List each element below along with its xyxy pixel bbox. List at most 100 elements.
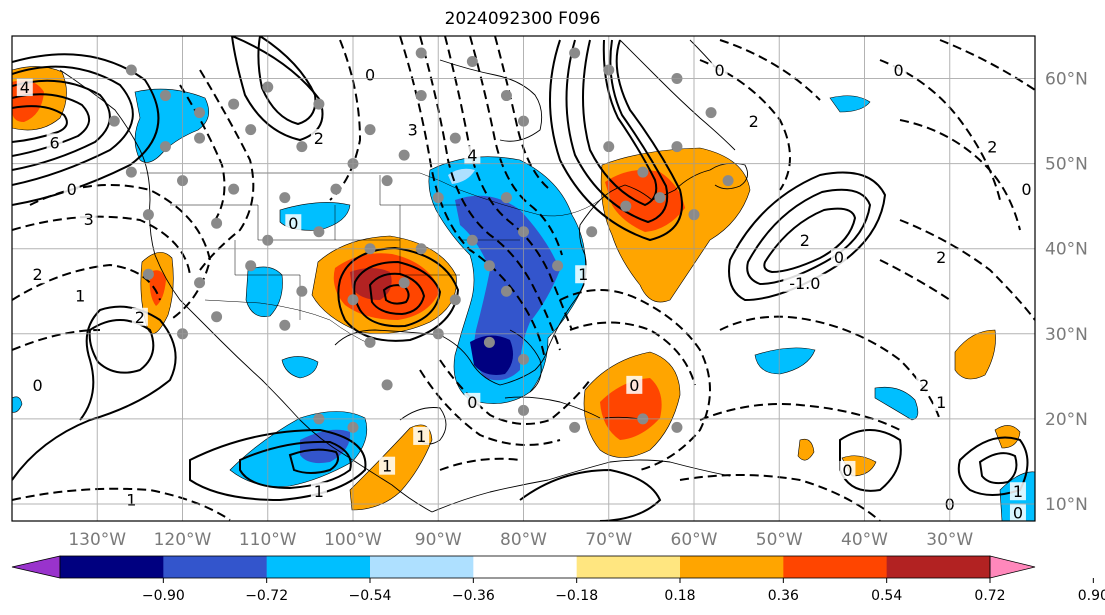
contour-label-bg — [839, 460, 856, 479]
contour-dash-south-3 — [679, 474, 881, 521]
longitude-label: 90°W — [415, 530, 462, 550]
colorbar-extend-max — [989, 555, 1036, 579]
cool-anomaly-florida-core — [470, 335, 514, 375]
us-mexico-border — [204, 299, 373, 346]
station-marker — [125, 64, 137, 76]
contour-label: 0 — [1021, 180, 1031, 199]
coastline-gulf-of-mexico — [334, 329, 549, 386]
contour-label-bg — [72, 286, 89, 305]
contour-dash-labrador-2 — [719, 39, 821, 101]
latitude-label: 20°N — [1045, 410, 1088, 430]
station-marker — [142, 209, 154, 221]
state-border-3 — [334, 205, 400, 241]
contour-label: 3 — [84, 210, 94, 229]
contour-label-bg — [1018, 180, 1035, 199]
colorbar-tick-label: −0.36 — [452, 588, 495, 604]
station-marker — [415, 47, 427, 59]
longitude-label: 110°W — [239, 530, 297, 550]
contour-label-bg — [46, 133, 63, 152]
station-marker — [279, 319, 291, 331]
contour-label-bg — [626, 375, 643, 394]
contour-label: 2 — [800, 231, 810, 250]
contour-label: 1 — [936, 393, 946, 412]
contours-positive — [12, 36, 1029, 521]
contour-dash-rockies-1 — [199, 69, 255, 271]
contour-label: 0 — [365, 65, 375, 84]
warm-anomaly-california-core — [149, 270, 166, 306]
colorbar-tick-label: 0.18 — [664, 588, 695, 604]
longitude-label: 40°W — [841, 530, 888, 550]
longitude-label: 100°W — [324, 530, 382, 550]
station-marker — [279, 192, 291, 204]
contour-dash-trough-5 — [494, 36, 549, 189]
station-marker — [296, 141, 308, 153]
contour-atlantic-high-2 — [746, 188, 872, 286]
latitude-label: 60°N — [1045, 70, 1088, 90]
state-border-1 — [257, 205, 335, 241]
cool-anomaly-mid-atlantic-1 — [829, 95, 871, 113]
cool-anomaly-small-west — [12, 396, 23, 413]
contour-dash-atlantic-1 — [559, 289, 711, 471]
station-marker — [569, 421, 581, 433]
state-border-7 — [379, 175, 460, 206]
contour-label: 0 — [288, 214, 298, 233]
contour-dash-atlantic-4 — [699, 403, 901, 431]
colorbar-tick-label: −0.18 — [555, 588, 598, 604]
contour-label: 2 — [135, 308, 145, 327]
station-marker — [159, 90, 171, 102]
contour-label: 1 — [416, 427, 426, 446]
station-marker — [500, 285, 512, 297]
contour-label: 2 — [314, 129, 324, 148]
colorbar-tick-label: 0.90 — [1078, 588, 1105, 604]
contour-south-pacific-3 — [288, 448, 339, 474]
station-marker — [449, 294, 461, 306]
colorbar-tick-label: 0.72 — [974, 588, 1005, 604]
colorbar-bin — [886, 556, 991, 578]
station-marker — [398, 149, 410, 161]
station-marker — [381, 175, 393, 187]
colorbar-tick-label: 0.54 — [871, 588, 902, 604]
contour-label: 4 — [467, 146, 477, 165]
contour-nw-atlantic-1 — [549, 39, 683, 242]
latitude-label: 50°N — [1045, 155, 1088, 175]
contour-label-bg — [379, 456, 396, 475]
longitude-label: 30°W — [926, 530, 973, 550]
colorbar-bin — [370, 556, 474, 578]
contour-label: 2 — [32, 265, 42, 284]
station-marker — [466, 56, 478, 68]
longitude-labels: 130°W 120°W 110°W 100°W 90°W 80°W 70°W 60°W 50°W… — [68, 530, 973, 550]
contour-label: 1 — [382, 457, 392, 476]
station-marker — [671, 141, 683, 153]
contour-label: 4 — [20, 78, 30, 97]
station-marker — [620, 200, 632, 212]
contour-label: 0 — [894, 61, 904, 80]
contour-label-bg — [310, 482, 327, 501]
station-marker — [364, 336, 376, 348]
station-marker — [330, 183, 342, 195]
contour-label-bg — [1009, 482, 1026, 501]
contour-dash-east-2 — [899, 119, 1021, 231]
contour-south-pacific-1 — [189, 428, 367, 502]
contour-label-bg — [711, 61, 728, 80]
contour-label-bg — [890, 61, 907, 80]
contour-label: 0 — [629, 376, 639, 395]
contour-bc-ridge-2 — [257, 36, 317, 126]
contour-label-bg — [933, 392, 950, 411]
station-marker — [245, 124, 257, 136]
contour-label: 0 — [32, 376, 42, 395]
contour-west-pacific — [12, 305, 177, 481]
contour-label-bg — [933, 248, 950, 267]
contour-dash-southeast-2 — [419, 369, 561, 446]
station-marker — [671, 421, 683, 433]
coastline-east-us — [547, 184, 676, 349]
contour-dash-east-4 — [899, 219, 1035, 321]
station-marker — [569, 47, 581, 59]
colorbar-tick-label: −0.72 — [245, 588, 288, 604]
contour-dash-east-5 — [879, 259, 951, 301]
contour-dash-south-1 — [12, 487, 231, 521]
contour-label: 2 — [749, 112, 759, 131]
contour-label: 2 — [987, 138, 997, 157]
contour-label-bg — [830, 248, 847, 267]
contour-dash-trough-4 — [469, 36, 563, 256]
contour-south-pacific-2 — [239, 440, 352, 490]
